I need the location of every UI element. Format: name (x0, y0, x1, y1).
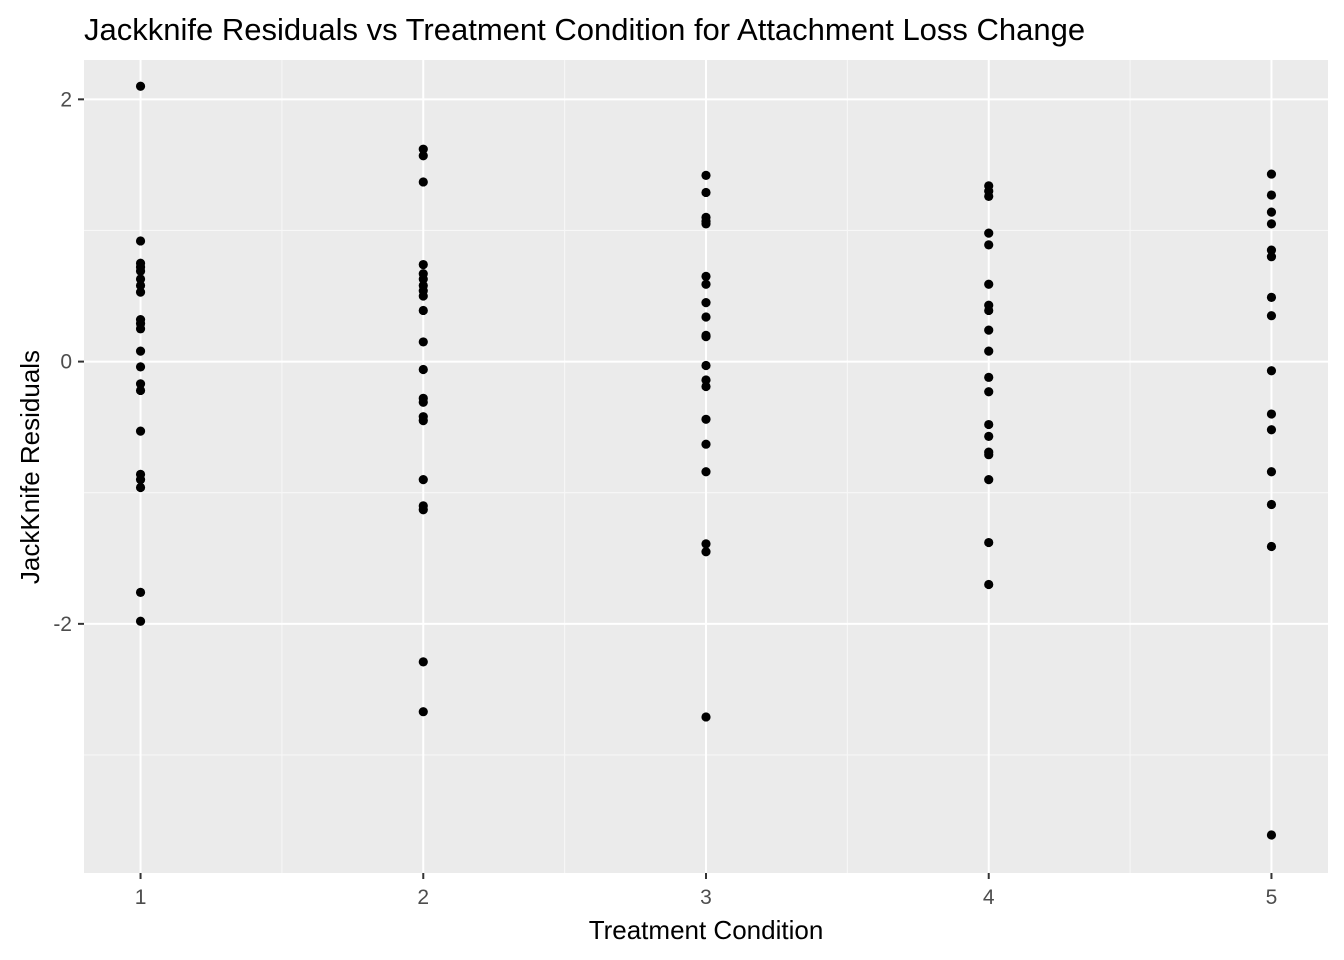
y-tick-label: 0 (60, 351, 72, 374)
x-axis-title: Treatment Condition (589, 915, 824, 945)
data-point (984, 431, 994, 441)
data-point (701, 279, 711, 289)
data-point (135, 266, 146, 276)
data-point (418, 416, 428, 426)
data-point (135, 616, 146, 626)
data-point (984, 325, 994, 335)
x-tick-label: 3 (700, 886, 712, 909)
data-point (701, 360, 711, 371)
data-point (1266, 169, 1277, 179)
data-point (135, 379, 146, 389)
data-point (984, 475, 994, 485)
data-point (984, 346, 994, 356)
data-point (1266, 425, 1277, 435)
data-point (984, 279, 994, 289)
data-point (1266, 541, 1277, 552)
data-point (1266, 311, 1277, 321)
data-point (701, 219, 711, 229)
data-point (1266, 830, 1277, 840)
data-point (135, 287, 146, 297)
data-point (135, 385, 146, 396)
data-point (418, 177, 428, 187)
data-point (418, 274, 428, 284)
data-point (984, 537, 994, 548)
data-point (701, 170, 711, 180)
data-point (984, 305, 994, 316)
y-axis-title: JackKnife Residuals (15, 350, 45, 584)
data-point (418, 337, 428, 347)
data-point (1266, 219, 1277, 229)
x-axis: 1 2 3 4 5 (135, 873, 1278, 909)
data-point (135, 324, 146, 334)
y-tick-label: 2 (60, 88, 72, 111)
data-point (135, 587, 146, 597)
data-point (1266, 409, 1277, 419)
data-point (984, 579, 994, 590)
data-point (418, 707, 428, 717)
data-point (1266, 207, 1277, 217)
data-point (1266, 190, 1277, 200)
data-point (701, 312, 711, 322)
data-point (135, 482, 146, 493)
data-point (1266, 467, 1277, 477)
data-point (418, 397, 428, 407)
data-point (984, 240, 994, 250)
data-point (984, 228, 994, 238)
data-point (418, 144, 428, 154)
data-point (701, 187, 711, 198)
data-point (701, 467, 711, 477)
data-point (984, 372, 994, 382)
data-point (701, 271, 711, 281)
data-point (701, 712, 711, 722)
x-tick-label: 4 (983, 886, 995, 909)
x-tick-label: 2 (417, 886, 429, 909)
x-tick-label: 5 (1266, 886, 1278, 909)
data-point (418, 657, 428, 667)
data-point (984, 419, 994, 430)
data-point (418, 364, 428, 375)
x-tick-label: 1 (135, 886, 147, 909)
data-point (418, 291, 428, 301)
data-point (1266, 245, 1277, 255)
data-point (1266, 366, 1277, 376)
data-points (135, 81, 1277, 840)
data-point (701, 539, 711, 549)
y-axis: -2 0 2 (53, 88, 84, 636)
data-point (135, 475, 146, 485)
data-point (701, 375, 711, 385)
data-point (701, 439, 711, 449)
data-point (135, 346, 146, 356)
data-point (984, 191, 994, 201)
data-point (1266, 252, 1277, 262)
data-point (701, 381, 711, 392)
data-point (418, 151, 428, 161)
data-point (984, 387, 994, 397)
data-point (135, 236, 146, 246)
data-point (135, 426, 146, 436)
data-point (418, 505, 428, 515)
data-point (1266, 292, 1277, 302)
data-point (135, 280, 146, 291)
data-point (701, 414, 711, 424)
data-point (418, 305, 428, 316)
data-point (135, 362, 146, 372)
y-tick-label: -2 (53, 613, 72, 636)
data-point (135, 274, 146, 284)
data-point (701, 297, 711, 308)
data-point (1266, 499, 1277, 510)
data-point (418, 259, 428, 270)
data-point (701, 547, 711, 557)
chart-title: Jackknife Residuals vs Treatment Conditi… (84, 12, 1085, 47)
data-point (984, 450, 994, 460)
data-point (418, 475, 428, 485)
data-point (135, 81, 146, 91)
data-point (701, 332, 711, 342)
